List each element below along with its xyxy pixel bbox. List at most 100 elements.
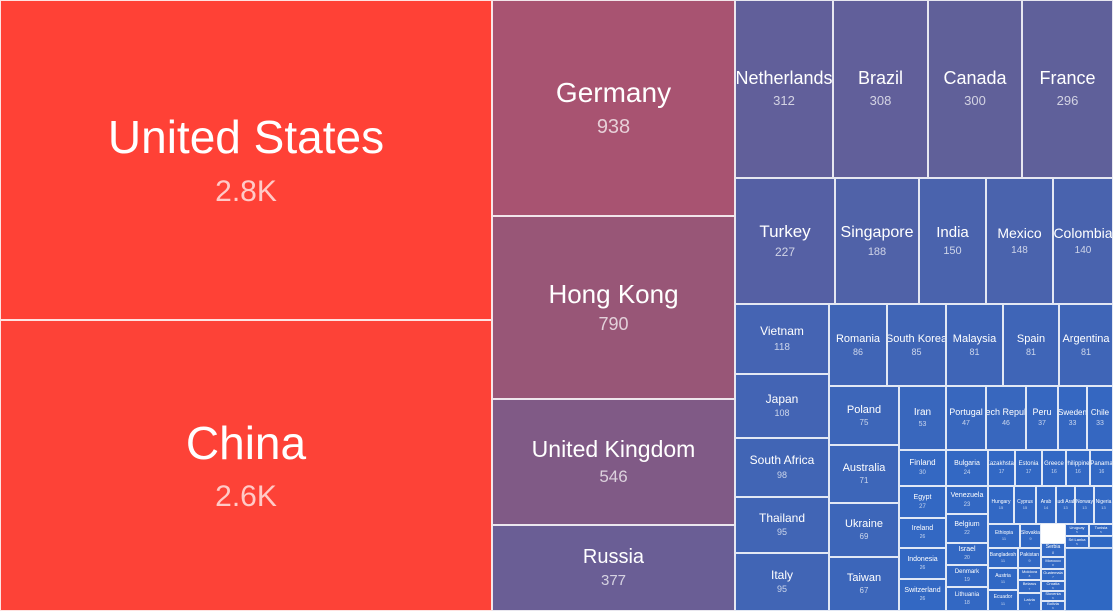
treemap-cell-spain[interactable]: Spain 81 — [1003, 304, 1059, 386]
treemap-cell-guatemala[interactable]: Guatemala 7 — [1041, 569, 1065, 581]
cell-value: 16 — [1098, 468, 1105, 475]
cell-label: Morocco — [1045, 557, 1061, 563]
treemap-cell-poland[interactable]: Poland 75 — [829, 386, 899, 445]
treemap-cell-argentina[interactable]: Argentina 81 — [1059, 304, 1113, 386]
cell-value: 7 — [1052, 575, 1054, 580]
treemap-cell-pakistan[interactable]: Pakistan 9 — [1018, 548, 1041, 568]
treemap-cell-slovakia[interactable]: Slovakia 9 — [1020, 524, 1041, 548]
treemap-cell-japan[interactable]: Japan 108 — [735, 374, 829, 438]
treemap-cell-slovenia[interactable]: Slovenia 6 — [1041, 591, 1065, 601]
cell-value: 23 — [963, 501, 971, 508]
treemap-cell-czech-republic[interactable]: Czech Republic 46 — [986, 386, 1026, 450]
treemap-cell-sweden[interactable]: Sweden 33 — [1058, 386, 1087, 450]
cell-value: 19 — [964, 576, 970, 583]
treemap-cell-croatia[interactable]: Croatia 6 — [1041, 581, 1065, 591]
treemap-cell-indonesia[interactable]: Indonesia 26 — [899, 548, 946, 579]
treemap-cell-ethiopia[interactable]: Ethiopia 11 — [988, 524, 1020, 548]
treemap-cell-finland[interactable]: Finland 30 — [899, 450, 946, 486]
treemap-cell-peru[interactable]: Peru 37 — [1026, 386, 1058, 450]
treemap-cell-taiwan[interactable]: Taiwan 67 — [829, 557, 899, 611]
cell-value: 81 — [1025, 346, 1036, 357]
treemap-cell-egypt[interactable]: Egypt 27 — [899, 486, 946, 518]
cell-label: Peru — [1032, 407, 1052, 418]
treemap-cell-china[interactable]: China 2.6K — [0, 320, 492, 611]
treemap-cell-ukraine[interactable]: Ukraine 69 — [829, 503, 899, 557]
treemap-cell-australia[interactable]: Australia 71 — [829, 445, 899, 503]
cell-label: Denmark — [954, 568, 980, 575]
treemap-cell-nigeria[interactable]: Nigeria 13 — [1094, 486, 1113, 524]
treemap-cell-mexico[interactable]: Mexico 148 — [986, 178, 1053, 304]
treemap-cell-greece[interactable]: Greece 16 — [1042, 450, 1066, 486]
treemap-cell-serbia[interactable]: Serbia 8 — [1041, 543, 1065, 557]
treemap-cell-bangladesh[interactable]: Bangladesh 11 — [988, 548, 1018, 568]
treemap-cell-arab[interactable]: Arab 14 — [1036, 486, 1056, 524]
cell-label: Kazakhstan — [989, 460, 1014, 467]
treemap-cell-israel[interactable]: Israel 20 — [946, 543, 988, 565]
treemap-cell-india[interactable]: India 150 — [919, 178, 986, 304]
cell-label: Tunisia — [1094, 524, 1108, 530]
treemap-cell-malaysia[interactable]: Malaysia 81 — [946, 304, 1003, 386]
treemap-cell-norway[interactable]: Norway 13 — [1075, 486, 1094, 524]
cell-value: 95 — [776, 527, 787, 538]
treemap-cell-belgium[interactable]: Belgium 22 — [946, 514, 988, 543]
treemap-cell-chile[interactable]: Chile 33 — [1087, 386, 1113, 450]
treemap-cell-south-africa[interactable]: South Africa 98 — [735, 438, 829, 497]
treemap-cell-panama[interactable]: Panama 16 — [1090, 450, 1113, 486]
treemap-cell-colombia[interactable]: Colombia 140 — [1053, 178, 1113, 304]
treemap-cell-belarus[interactable]: Belarus 7 — [1018, 580, 1041, 593]
treemap-cell-bulgaria[interactable]: Bulgaria 24 — [946, 450, 988, 486]
treemap-cell-italy[interactable]: Italy 95 — [735, 553, 829, 611]
treemap-cell-brazil[interactable]: Brazil 308 — [833, 0, 928, 178]
treemap-cell-cyprus[interactable]: Cyprus 15 — [1014, 486, 1036, 524]
cell-label: Philippines — [1067, 460, 1090, 467]
treemap-cell-tunisia[interactable]: Tunisia 5 — [1089, 524, 1113, 536]
cell-label: Lithuania — [954, 591, 980, 598]
treemap-cell-bolivia[interactable]: Bolivia 6 — [1041, 601, 1065, 611]
cell-label: Turkey — [759, 222, 811, 242]
treemap-cell-turkey[interactable]: Turkey 227 — [735, 178, 835, 304]
treemap-cell-morocco[interactable]: Morocco 8 — [1041, 557, 1065, 569]
treemap-cell-hong-kong[interactable]: Hong Kong 790 — [492, 216, 735, 399]
treemap-cell-thailand[interactable]: Thailand 95 — [735, 497, 829, 553]
treemap-cell-moldova[interactable]: Moldova 8 — [1018, 568, 1041, 580]
treemap-cell-russia[interactable]: Russia 377 — [492, 525, 735, 611]
cell-value: 17 — [1025, 468, 1032, 475]
treemap-cell-sri-lanka[interactable]: Sri Lanka 5 — [1065, 536, 1089, 548]
treemap-cell-romania[interactable]: Romania 86 — [829, 304, 887, 386]
treemap-cell-vietnam[interactable]: Vietnam 118 — [735, 304, 829, 374]
treemap-cell-united-kingdom[interactable]: United Kingdom 546 — [492, 399, 735, 525]
treemap-cell-philippines[interactable]: Philippines16 — [1066, 450, 1090, 486]
cell-value: 7 — [1028, 586, 1031, 591]
cell-label: Saudi Arabia — [1057, 498, 1074, 505]
treemap-cell-hungary[interactable]: Hungary 15 — [988, 486, 1014, 524]
treemap-cell-venezuela[interactable]: Venezuela 23 — [946, 486, 988, 514]
treemap-cell-estonia[interactable]: Estonia 17 — [1015, 450, 1042, 486]
treemap-cell-united-states[interactable]: United States 2.8K — [0, 0, 492, 320]
cell-value: 20 — [964, 555, 970, 562]
cell-label: Ethiopia — [994, 529, 1014, 536]
treemap-cell-austria[interactable]: Austria 11 — [988, 568, 1018, 590]
treemap-cell-saudi-arabia[interactable]: Saudi Arabia13 — [1056, 486, 1075, 524]
treemap-cell-portugal[interactable]: Portugal 47 — [946, 386, 986, 450]
treemap-cell-uruguay[interactable]: Uruguay 5 — [1065, 524, 1089, 536]
treemap-cell-france[interactable]: France 296 — [1022, 0, 1113, 178]
treemap-cell-kazakhstan[interactable]: Kazakhstan17 — [988, 450, 1015, 486]
cell-value: 296 — [1056, 93, 1079, 109]
treemap-cell-canada[interactable]: Canada 300 — [928, 0, 1022, 178]
treemap-cell-south-korea[interactable]: South Korea 85 — [887, 304, 946, 386]
treemap-cell-iran[interactable]: Iran 53 — [899, 386, 946, 450]
treemap-cell-ireland[interactable]: Ireland 26 — [899, 518, 946, 548]
cell-label: Poland — [846, 403, 882, 416]
treemap-cell-switzerland[interactable]: Switzerland 26 — [899, 579, 946, 611]
cell-label: Germany — [555, 77, 672, 109]
treemap-cell-lithuania[interactable]: Lithuania 18 — [946, 587, 988, 611]
treemap-cell-singapore[interactable]: Singapore 188 — [835, 178, 919, 304]
treemap-cell-latvia[interactable]: Latvia 7 — [1018, 593, 1041, 611]
cell-value: 26 — [919, 596, 926, 603]
cell-value: 15 — [998, 505, 1004, 511]
treemap-cell-denmark[interactable]: Denmark 19 — [946, 565, 988, 587]
treemap-cell-ecuador[interactable]: Ecuador 11 — [988, 590, 1018, 611]
treemap-cell-germany[interactable]: Germany 938 — [492, 0, 735, 216]
treemap-cell-netherlands[interactable]: Netherlands 312 — [735, 0, 833, 178]
cell-label: Switzerland — [904, 587, 941, 595]
